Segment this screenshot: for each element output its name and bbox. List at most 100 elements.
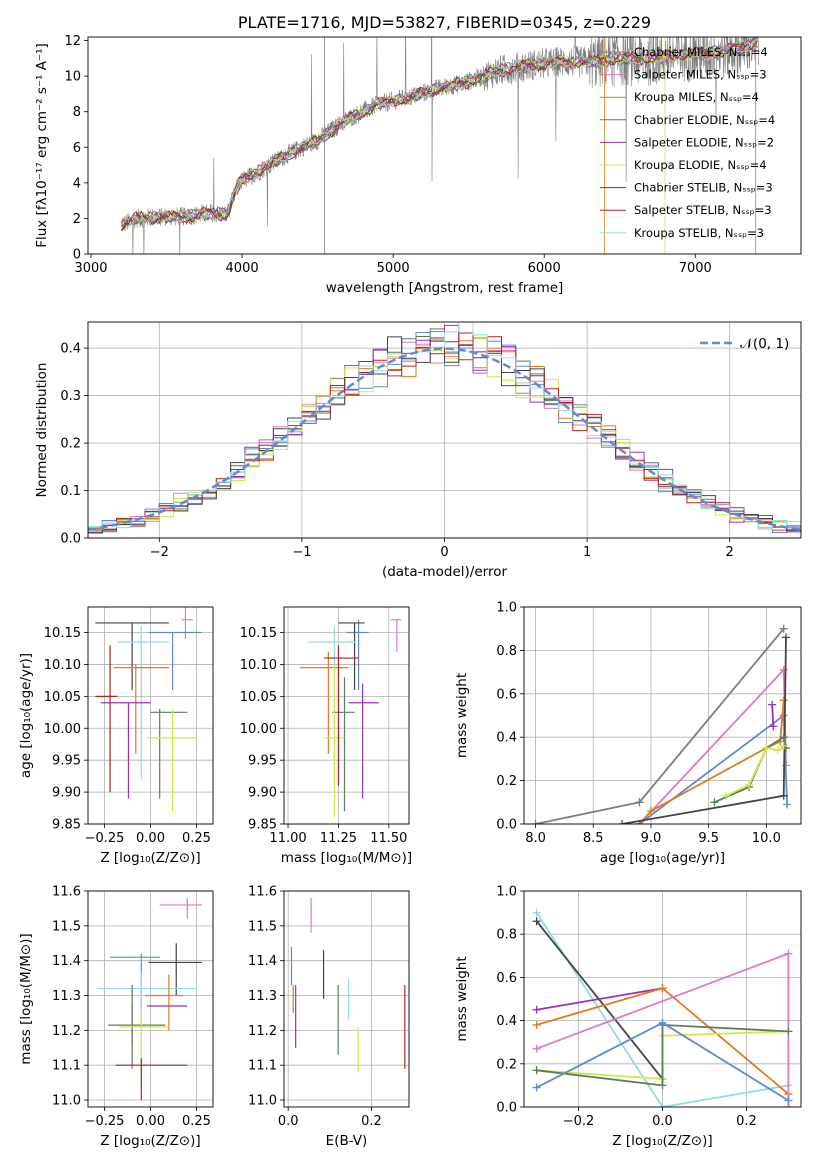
x-tick-label: 0.0	[652, 1114, 673, 1129]
chart-title: PLATE=1716, MJD=53827, FIBERID=0345, z=0…	[238, 13, 651, 32]
weight-marker	[658, 1103, 667, 1107]
plot-area	[95, 607, 202, 812]
weight-line-6	[536, 1023, 789, 1087]
y-axis-label: mass [log₁₀(M/M⊙)]	[18, 933, 34, 1064]
x-tick-label: 8.0	[525, 831, 546, 846]
x-tick-label: 6000	[528, 261, 561, 276]
y-tick-label: 11.5	[248, 919, 277, 934]
y-tick-label: 9.90	[248, 786, 277, 801]
y-tick-label: 9.95	[248, 754, 277, 769]
axes-frame	[523, 606, 802, 825]
y-tick-label: 11.6	[248, 885, 277, 900]
x-tick-label: 9.0	[641, 831, 662, 846]
axes-frame	[87, 321, 802, 539]
y-tick-label: 9.90	[52, 786, 81, 801]
x-tick-label: 0.0	[278, 1114, 299, 1129]
y-tick-label: 11.2	[248, 1024, 277, 1039]
y-tick-label: 8	[73, 105, 81, 120]
y-tick-label: 11.0	[248, 1094, 277, 1109]
x-tick-label: 0.2	[736, 1114, 757, 1129]
legend-label: 𝒩(0, 1)	[740, 336, 789, 352]
y-tick-label: 10.00	[240, 722, 277, 737]
y-tick-label: 6	[73, 141, 81, 156]
panel-weight_vs_age: 8.0 8.5 9.0 9.5 10.0 0.0 0.2 0.4 0.6 0.8 1.0 age [l…	[454, 601, 802, 866]
panel-residuals: −2 −1 0 1 2 0.0 0.1 0.2 0.3 0.4 (data-model)/error…	[34, 321, 802, 580]
plot-area	[120, 37, 759, 254]
weight-marker	[658, 1018, 667, 1027]
x-tick-label: 3000	[74, 261, 107, 276]
y-tick-label: 4	[73, 176, 81, 191]
x-tick-label: 1	[583, 545, 591, 560]
weight-marker	[532, 917, 541, 926]
y-tick-label: 1.0	[496, 885, 517, 900]
axes-frame	[87, 36, 802, 255]
plot-area	[290, 897, 406, 1073]
x-tick-label: −1	[292, 545, 311, 560]
weight-marker	[532, 1044, 541, 1053]
panel-weight_vs_Z: −0.2 0.0 0.2 0.0 0.2 0.4 0.6 0.8 1.0 Z [log₁₀(Z/Z…	[454, 885, 802, 1149]
panel-mass_vs_ebv: 0.0 0.2 11.0 11.1 11.2 11.3 11.4 11.5 11.6 E(B-V)	[248, 885, 410, 1149]
x-tick-label: 7000	[679, 261, 712, 276]
x-axis-label: Z [log₁₀(Z/Z⊙)]	[100, 850, 200, 866]
y-tick-label: 11.4	[52, 954, 81, 969]
y-tick-label: 11.0	[52, 1094, 81, 1109]
y-tick-label: 11.2	[52, 1024, 81, 1039]
legend-label: Kroupa MILES, Nₛₛₚ=4	[634, 90, 759, 104]
y-tick-label: 9.95	[52, 754, 81, 769]
weight-marker	[779, 696, 788, 705]
weight-line-2	[638, 667, 787, 824]
weight-marker	[762, 744, 771, 753]
axes-frame	[283, 606, 410, 825]
y-tick-label: 0.0	[496, 1101, 517, 1116]
weight-marker	[784, 1096, 793, 1105]
normal-curve	[88, 347, 801, 531]
weight-line-1	[535, 920, 664, 1080]
x-tick-label: 0.00	[136, 1114, 165, 1129]
weight-marker	[779, 711, 788, 720]
axes-frame	[87, 606, 214, 825]
panel-spectrum: 3000 4000 5000 6000 7000 0 2 4 6 8 10 12 wavelength …	[34, 34, 802, 296]
y-tick-label: 9.85	[248, 818, 277, 833]
x-axis-label: Z [log₁₀(Z/Z⊙)]	[612, 1133, 712, 1149]
x-tick-label: −2	[150, 545, 169, 560]
x-axis-label: (data-model)/error	[382, 564, 508, 580]
model-line-7	[120, 39, 758, 231]
y-tick-label: 0.0	[60, 532, 81, 547]
weight-marker	[783, 800, 792, 809]
plot-area	[532, 908, 793, 1107]
legend-label: Salpeter ELODIE, Nₛₛₚ=2	[634, 135, 774, 149]
weight-marker	[618, 820, 627, 824]
axes-frame	[283, 890, 410, 1108]
spectrum-legend: Chabrier MILES, Nₛₛₚ=4 Salpeter MILES, Nₛ…	[600, 45, 775, 240]
legend-label: Salpeter MILES, Nₛₛₚ=3	[634, 68, 767, 82]
weight-line-5	[621, 637, 787, 824]
x-tick-label: 8.5	[583, 831, 604, 846]
weight-line-2	[536, 987, 663, 1011]
weight-marker	[745, 780, 754, 789]
weight-marker	[532, 1005, 541, 1014]
y-tick-label: 0.3	[60, 389, 81, 404]
y-tick-label: 11.3	[248, 989, 277, 1004]
weight-marker	[784, 949, 793, 958]
x-tick-label: 9.5	[698, 831, 719, 846]
weight-marker	[710, 798, 719, 807]
weight-marker	[769, 722, 778, 731]
panel-mass_vs_Z: −0.25 0.00 0.25 11.0 11.1 11.2 11.3 11.4 11.5 11.…	[18, 885, 214, 1149]
y-tick-label: 12	[64, 34, 81, 49]
x-tick-label: 4000	[226, 261, 259, 276]
weight-marker	[532, 1020, 541, 1029]
legend-label: Kroupa ELODIE, Nₛₛₚ=4	[634, 158, 767, 172]
y-tick-label: 10.15	[240, 626, 277, 641]
y-tick-label: 10	[64, 70, 81, 85]
weight-marker	[658, 984, 667, 993]
x-tick-label: −0.25	[85, 831, 125, 846]
x-tick-label: 11.00	[269, 831, 306, 846]
y-tick-label: 0.6	[496, 971, 517, 986]
weight-marker	[779, 733, 788, 742]
y-tick-label: 0.2	[496, 774, 517, 789]
y-tick-label: 11.3	[52, 989, 81, 1004]
y-tick-label: 0.4	[496, 1014, 517, 1029]
x-tick-label: 11.25	[320, 831, 357, 846]
weight-marker	[768, 700, 777, 709]
